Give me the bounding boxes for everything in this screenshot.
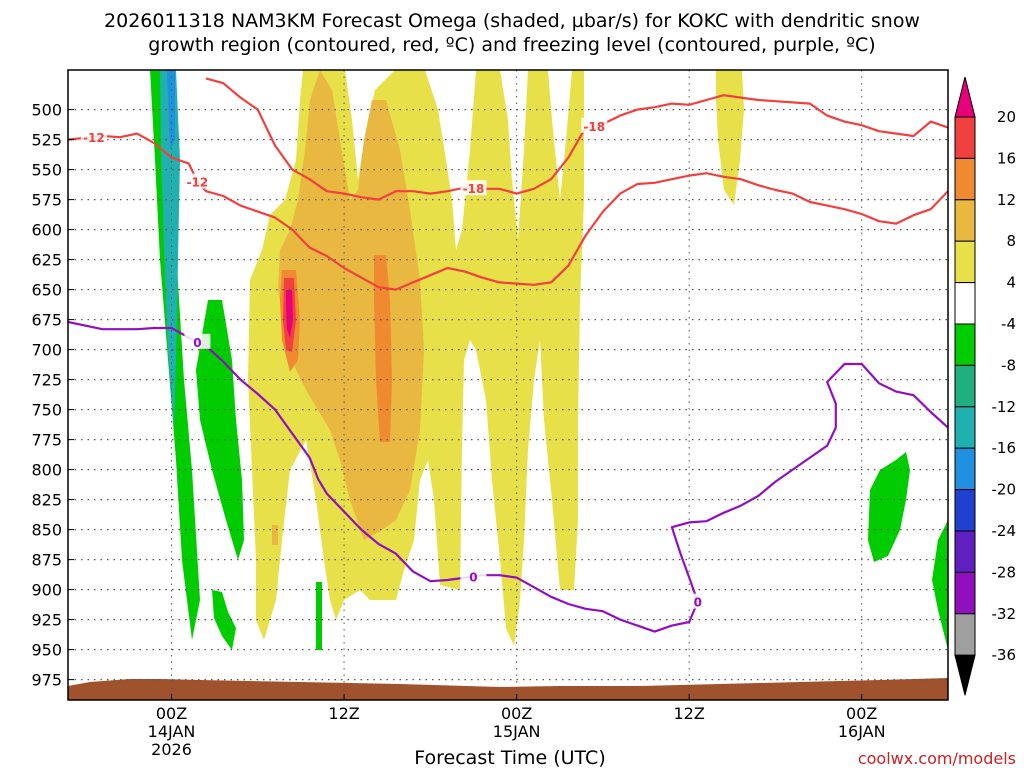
zero-degree-contour xyxy=(68,320,948,633)
colorbar-swatch xyxy=(954,240,976,284)
y-tick-label: 825 xyxy=(31,491,62,510)
colorbar-label: 20 xyxy=(997,108,1016,126)
chart-title-line-1: 2026011318 NAM3KM Forecast Omega (shaded… xyxy=(104,10,920,32)
colorbar-bottom-arrow xyxy=(954,654,976,696)
x-tick-label: 16JAN xyxy=(838,722,886,741)
colorbar-label: 12 xyxy=(997,191,1016,209)
y-tick-label: 625 xyxy=(31,251,62,270)
y-tick-label: 975 xyxy=(31,671,62,690)
y-tick-label: 875 xyxy=(31,551,62,570)
colorbar-swatch xyxy=(954,406,976,449)
colorbar-label: -28 xyxy=(992,563,1017,581)
omega-shading xyxy=(150,70,948,650)
colorbar-swatch xyxy=(954,282,976,325)
omega-region-yellow-2 xyxy=(716,70,744,205)
colorbar-label: -16 xyxy=(992,439,1017,457)
omega-region-green-2 xyxy=(196,300,244,560)
y-tick-label: 500 xyxy=(31,101,62,120)
minus-18-contour-label: -18 xyxy=(463,182,485,196)
x-axis-title: Forecast Time (UTC) xyxy=(414,747,605,768)
y-tick-label: 775 xyxy=(31,431,62,450)
colorbar-label: -24 xyxy=(992,522,1017,540)
colorbar-label: 4 xyxy=(1006,274,1016,292)
x-tick-label: 2026 xyxy=(151,740,192,759)
x-tick-label: 00Z xyxy=(156,704,187,723)
colorbar-label: -12 xyxy=(992,398,1017,416)
contour-lines xyxy=(68,77,948,633)
colorbar-swatch xyxy=(954,613,976,656)
chart-title-line-2: growth region (contoured, red, ºC) and f… xyxy=(148,34,875,56)
contour-labels: -12 -12 -18 -18 0 0 0 xyxy=(80,117,711,610)
x-tick-label: 00Z xyxy=(846,704,877,723)
x-tick-label: 00Z xyxy=(501,704,532,723)
y-tick-label: 575 xyxy=(31,191,62,210)
omega-region-orange-3 xyxy=(374,255,392,442)
contour-label-bg xyxy=(460,568,487,584)
colorbar: 20 16 12 8 4 -4 -8 -12 -16 -20 -24 -28 -32 -36 xyxy=(954,76,1017,696)
y-tick-label: 900 xyxy=(31,581,62,600)
colorbar-label: 8 xyxy=(1006,232,1016,250)
y-tick-label: 800 xyxy=(31,461,62,480)
y-tick-label: 725 xyxy=(31,371,62,390)
colorbar-swatch xyxy=(954,157,976,201)
y-tick-label: 650 xyxy=(31,281,62,300)
y-tick-label: 675 xyxy=(31,311,62,330)
y-tick-label: 600 xyxy=(31,221,62,240)
colorbar-label: -36 xyxy=(992,646,1017,664)
y-tick-label: 750 xyxy=(31,401,62,420)
colorbar-label: -4 xyxy=(1001,315,1016,333)
colorbar-label: -32 xyxy=(992,605,1017,623)
minus-18-contour xyxy=(205,77,948,201)
y-tick-label: 700 xyxy=(31,341,62,360)
colorbar-swatch xyxy=(954,447,976,491)
x-tick-label: 12Z xyxy=(674,704,705,723)
omega-region-blue xyxy=(167,70,175,150)
omega-region-green-6 xyxy=(932,520,948,650)
colorbar-label: -20 xyxy=(992,481,1017,499)
y-tick-label: 925 xyxy=(31,611,62,630)
omega-region-cyan xyxy=(160,70,180,430)
y-tick-label: 950 xyxy=(31,641,62,660)
contour-label-bg xyxy=(581,117,608,133)
colorbar-swatch xyxy=(954,571,976,615)
omega-region-green-5 xyxy=(868,452,910,562)
zero-degree-contour-label: 0 xyxy=(469,570,477,584)
colorbar-label: 16 xyxy=(997,149,1016,167)
omega-region-green-4 xyxy=(316,582,322,650)
colorbar-swatch xyxy=(954,199,976,242)
terrain-band xyxy=(68,678,948,700)
y-tick-label: 525 xyxy=(31,131,62,150)
y-axis: 500 525 550 575 600 625 650 675 700 725 750 775 800 8… xyxy=(31,101,74,690)
x-tick-label: 14JAN xyxy=(148,722,196,741)
contour-label-bg xyxy=(684,593,711,609)
colorbar-top-arrow xyxy=(954,76,976,118)
contour-label-bg xyxy=(184,173,211,189)
x-tick-label: 15JAN xyxy=(493,722,541,741)
colorbar-swatch xyxy=(954,489,976,532)
y-tick-label: 550 xyxy=(31,161,62,180)
y-tick-label: 850 xyxy=(31,521,62,540)
x-tick-label: 12Z xyxy=(328,704,359,723)
zero-degree-contour-label: 0 xyxy=(193,336,201,350)
plot-frame xyxy=(67,69,949,701)
minus-18-contour-label: -18 xyxy=(583,120,605,134)
contour-label-bg xyxy=(184,333,211,349)
colorbar-swatch xyxy=(954,116,976,159)
zero-degree-contour-label: 0 xyxy=(694,596,702,610)
colorbar-swatch xyxy=(954,364,976,408)
colorbar-swatch xyxy=(954,530,976,573)
minus-12-contour-label: -12 xyxy=(83,131,105,145)
omega-region-magenta xyxy=(286,290,293,338)
contour-label-bg xyxy=(460,180,487,196)
colorbar-swatch xyxy=(954,323,976,366)
minus-12-contour-label: -12 xyxy=(187,176,209,190)
omega-region-orange-2 xyxy=(272,525,278,545)
minus-12-contour xyxy=(68,132,948,291)
contour-label-bg xyxy=(80,128,107,144)
colorbar-label: -8 xyxy=(1001,356,1016,374)
credit-link[interactable]: coolwx.com/models xyxy=(858,749,1016,768)
